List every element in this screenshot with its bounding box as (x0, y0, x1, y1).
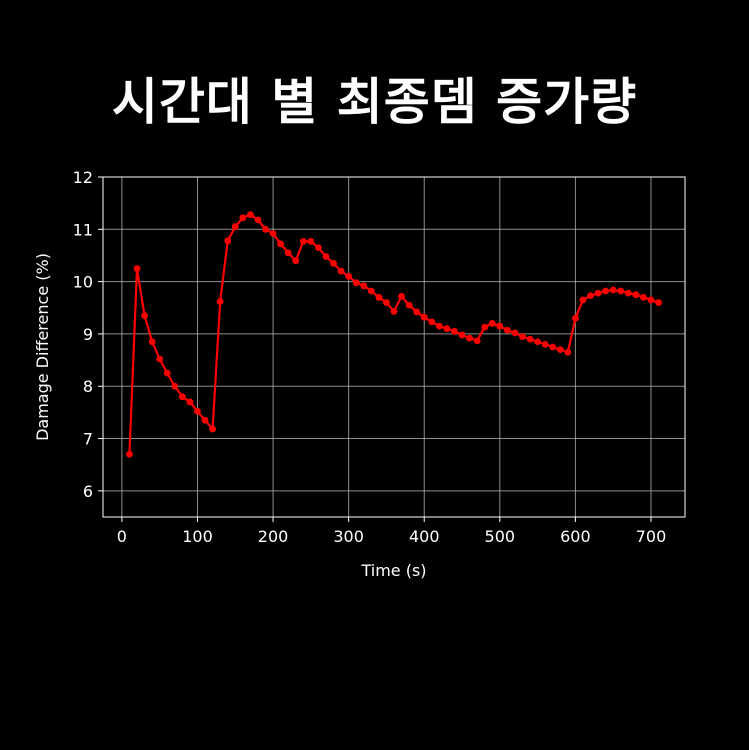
data-point (126, 450, 133, 458)
x-tick-label: 500 (485, 527, 516, 546)
data-point (284, 249, 292, 257)
data-point (322, 253, 330, 260)
data-point (330, 259, 337, 267)
data-point (572, 314, 579, 322)
data-point (511, 329, 519, 337)
data-point (503, 326, 511, 334)
data-point (178, 393, 186, 401)
data-point (360, 282, 368, 290)
data-point (481, 323, 489, 331)
data-point (640, 293, 647, 301)
data-point (299, 237, 307, 245)
data-point (315, 244, 322, 252)
x-tick-label: 100 (182, 527, 213, 546)
data-point (609, 286, 617, 294)
data-point (246, 211, 254, 219)
data-point (216, 298, 224, 305)
data-point (171, 382, 179, 390)
series-line (128, 213, 659, 455)
data-point (186, 398, 194, 406)
data-point (262, 225, 269, 233)
data-point (458, 331, 466, 339)
data-point (413, 308, 421, 316)
data-point (141, 312, 148, 320)
data-series (126, 211, 662, 458)
grid (103, 176, 685, 517)
data-point (594, 289, 602, 297)
data-point (367, 287, 375, 295)
axis-ticks: 0 100 200 300 400 500 600 700 6 7 8 9 10 11 12 (73, 168, 667, 546)
y-tick-label: 12 (73, 168, 93, 187)
y-tick-label: 7 (83, 430, 93, 449)
x-tick-label: 600 (560, 527, 591, 546)
data-point (534, 338, 542, 346)
data-point (133, 265, 141, 272)
data-point (254, 216, 262, 224)
data-point (163, 369, 171, 377)
y-tick-label: 10 (73, 273, 93, 292)
data-point (564, 348, 572, 356)
data-point (488, 320, 496, 327)
data-point (443, 325, 451, 333)
data-point (655, 299, 662, 306)
data-point (473, 337, 481, 345)
data-point (390, 308, 398, 315)
data-point (231, 223, 239, 231)
data-point (617, 287, 625, 295)
data-point (398, 292, 405, 300)
data-point (194, 407, 201, 415)
y-axis-label: Damage Difference (%) (33, 253, 52, 441)
data-point (579, 296, 587, 304)
data-point (375, 293, 383, 301)
data-point (602, 287, 610, 295)
data-point (587, 292, 594, 300)
data-point (451, 327, 458, 335)
data-point (148, 338, 156, 346)
data-point (269, 230, 277, 237)
data-point (549, 343, 557, 351)
data-point (496, 322, 504, 330)
data-point (292, 257, 300, 265)
data-point (209, 425, 216, 433)
data-point (420, 313, 428, 321)
data-point (307, 237, 315, 245)
data-point (556, 346, 564, 354)
plot-frame (102, 176, 686, 518)
x-tick-label: 0 (117, 527, 127, 546)
data-point (239, 214, 247, 222)
data-point (428, 318, 436, 326)
data-point (345, 272, 353, 280)
x-tick-label: 200 (258, 527, 289, 546)
data-point (541, 340, 549, 348)
x-tick-label: 400 (409, 527, 440, 546)
data-point (156, 355, 164, 363)
x-tick-label: 300 (333, 527, 364, 546)
data-point (337, 267, 345, 275)
y-tick-label: 8 (83, 377, 93, 396)
x-axis-label: Time (s) (360, 561, 426, 580)
x-tick-label: 700 (636, 527, 667, 546)
data-point (624, 289, 632, 297)
data-point (277, 240, 285, 248)
y-tick-label: 11 (73, 220, 93, 239)
data-point (466, 334, 473, 342)
data-point (435, 322, 443, 330)
data-point (224, 237, 232, 245)
data-point (632, 291, 640, 299)
data-point (405, 301, 413, 309)
data-point (201, 416, 209, 424)
data-point (647, 296, 655, 304)
data-point (352, 279, 360, 287)
page-title: 시간대 별 최종뎀 증가량 (111, 73, 638, 131)
data-point (526, 335, 534, 343)
y-tick-label: 9 (83, 325, 93, 344)
y-tick-label: 6 (83, 482, 93, 501)
data-point (519, 333, 526, 340)
data-point (383, 299, 390, 306)
